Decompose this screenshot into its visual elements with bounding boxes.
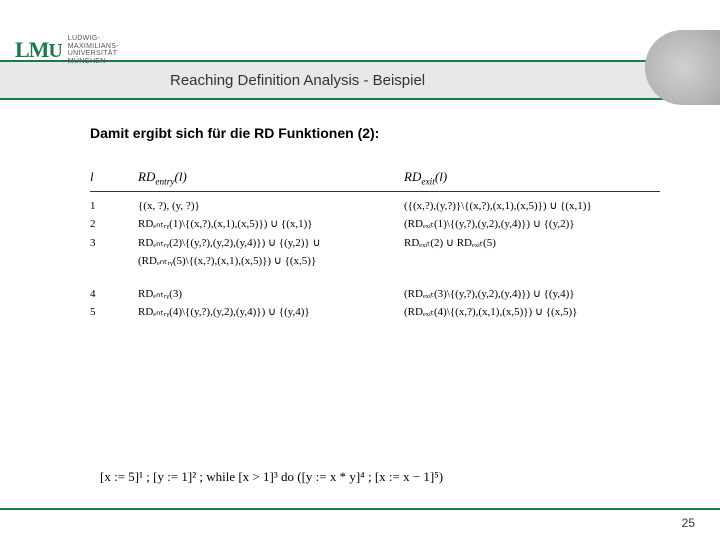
intro-text: Damit ergibt sich für die RD Funktionen … xyxy=(90,125,660,141)
cell-entry: {(x, ?), (y, ?)} xyxy=(118,198,394,215)
cell-l: 4 xyxy=(90,286,118,303)
cell-l: 1 xyxy=(90,198,118,215)
table-row: 3 RDₑₙₜᵣᵧ(2)\{(y,?),(y,2),(y,4)}) ∪ {(y,… xyxy=(90,235,660,252)
col-exit-head: RDexit(l) xyxy=(394,169,660,188)
table-row: 1 {(x, ?), (y, ?)} ({(x,?),(y,?)}\{(x,?)… xyxy=(90,198,660,215)
cell-exit: (RDₑₓᵢₜ(1)\{(y,?),(y,2),(y,4)}) ∪ {(y,2)… xyxy=(394,216,660,233)
cell-l: 2 xyxy=(90,216,118,233)
slide-title: Reaching Definition Analysis - Beispiel xyxy=(170,72,425,89)
table-header: l RDentry(l) RDexit(l) xyxy=(90,169,660,191)
cell-entry: RDₑₙₜᵣᵧ(4)\{(y,?),(y,2),(y,4)}) ∪ {(y,4)… xyxy=(118,304,394,321)
cell-l: 5 xyxy=(90,304,118,321)
col-entry-head: RDentry(l) xyxy=(118,169,394,188)
seal-icon xyxy=(645,30,720,105)
col-l-head: l xyxy=(90,169,118,188)
logo: LMU Ludwig- Maximilians- Universität Mün… xyxy=(15,35,119,66)
cell-entry: (RDₑₙₜᵣᵧ(5)\{(x,?),(x,1),(x,5)}) ∪ {(x,5… xyxy=(118,253,394,270)
logo-mark: LMU xyxy=(15,37,62,63)
cell-exit: RDₑₓᵢₜ(2) ∪ RDₑₓᵢₜ(5) xyxy=(394,235,660,252)
cell-exit: ({(x,?),(y,?)}\{(x,?),(x,1),(x,5)}) ∪ {(… xyxy=(394,198,660,215)
cell-exit: (RDₑₓᵢₜ(4)\{(x,?),(x,1),(x,5)}) ∪ {(x,5)… xyxy=(394,304,660,321)
table-row: 4 RDₑₙₜᵣᵧ(3) (RDₑₓᵢₜ(3)\{(y,?),(y,2),(y,… xyxy=(90,286,660,303)
cell-exit: (RDₑₓᵢₜ(3)\{(y,?),(y,2),(y,4)}) ∪ {(y,4)… xyxy=(394,286,660,303)
cell-l: 3 xyxy=(90,235,118,252)
table-row: 2 RDₑₙₜᵣᵧ(1)\{(x,?),(x,1),(x,5)}) ∪ {(x,… xyxy=(90,216,660,233)
table-row: 5 RDₑₙₜᵣᵧ(4)\{(y,?),(y,2),(y,4)}) ∪ {(y,… xyxy=(90,304,660,321)
cell-entry: RDₑₙₜᵣᵧ(1)\{(x,?),(x,1),(x,5)}) ∪ {(x,1)… xyxy=(118,216,394,233)
logo-subtext: Ludwig- Maximilians- Universität München xyxy=(68,35,119,66)
content: Damit ergibt sich für die RD Funktionen … xyxy=(90,125,660,323)
cell-entry: RDₑₙₜᵣᵧ(3) xyxy=(118,286,394,303)
table-rule xyxy=(90,191,660,192)
cell-entry: RDₑₙₜᵣᵧ(2)\{(y,?),(y,2),(y,4)}) ∪ {(y,2)… xyxy=(118,235,394,252)
table-row: (RDₑₙₜᵣᵧ(5)\{(x,?),(x,1),(x,5)}) ∪ {(x,5… xyxy=(90,253,660,270)
page-number: 25 xyxy=(682,516,695,530)
program-line: [x := 5]¹ ; [y := 1]² ; while [x > 1]³ d… xyxy=(100,469,443,485)
footer-rule xyxy=(0,508,720,510)
